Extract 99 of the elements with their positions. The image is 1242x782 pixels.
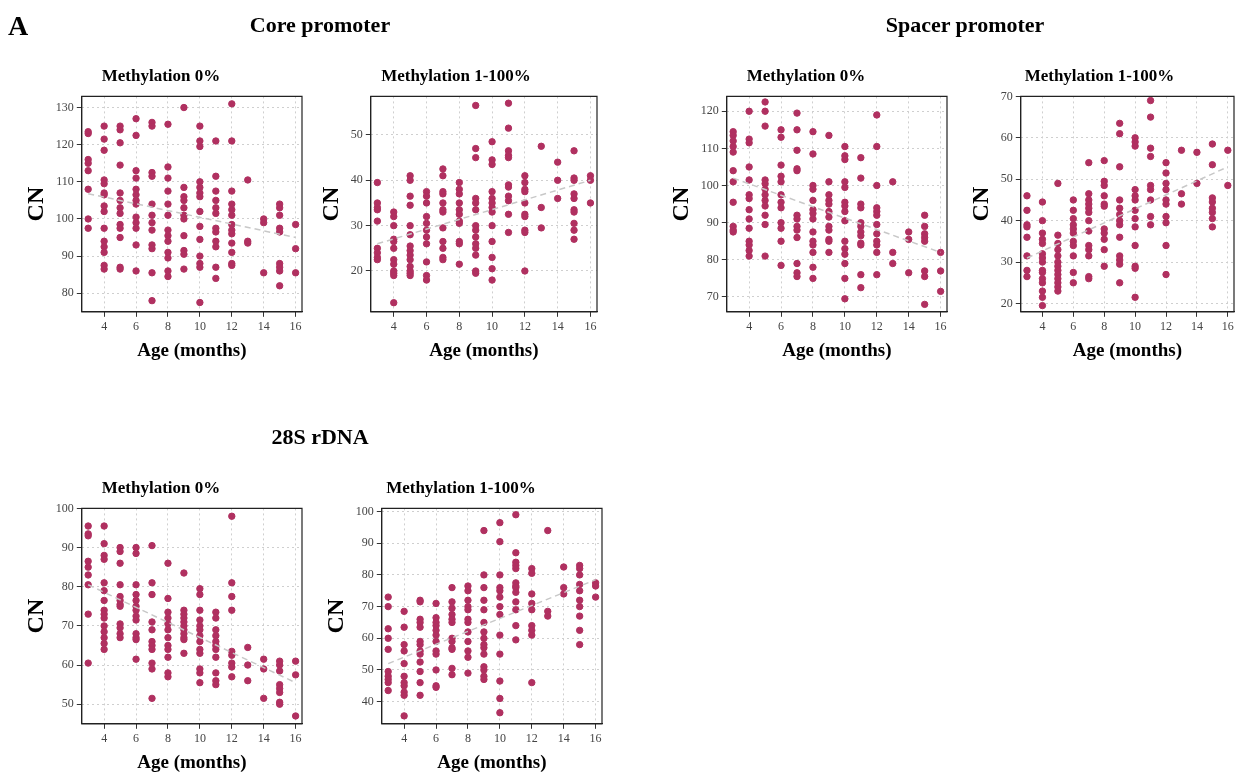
y-tick-label: 120 [55, 136, 74, 151]
x-axis-title: Age (months) [782, 338, 892, 361]
x-tick-label: 14 [557, 731, 570, 746]
y-tick-label: 100 [355, 503, 374, 518]
text: 28S rDNA [270, 424, 370, 450]
y-tick-label: 90 [706, 214, 719, 229]
y-axis-title: CN [316, 186, 343, 222]
y-tick-label: 80 [61, 578, 74, 593]
y-tick-label: 70 [1000, 88, 1013, 103]
x-tick-label: 8 [464, 731, 471, 746]
x-tick-label: 4 [746, 319, 753, 334]
x-tick-label: 12 [525, 731, 538, 746]
x-tick-label: 8 [164, 731, 171, 746]
x-axis-title: Age (months) [1072, 338, 1183, 361]
x-tick-label: 10 [193, 319, 206, 334]
y-tick-label: 90 [61, 539, 74, 554]
x-tick-label: 10 [838, 319, 851, 334]
y-tick-label: 130 [55, 99, 74, 114]
x-tick-label: 8 [1101, 319, 1108, 334]
chart-title: Methylation 1-100% [381, 65, 531, 85]
x-tick-label: 6 [133, 319, 140, 334]
y-tick-label: 70 [361, 598, 374, 613]
x-tick-label: 16 [289, 319, 302, 334]
chart-title: Methylation 1-100% [1024, 65, 1175, 85]
x-tick-label: 6 [778, 319, 785, 334]
y-tick-label: 50 [361, 662, 374, 677]
y-tick-label: 50 [1000, 171, 1013, 186]
y-tick-label: 70 [61, 618, 74, 633]
y-tick-label: 90 [61, 248, 74, 263]
x-tick-label: 8 [164, 319, 171, 334]
x-tick-label: 16 [934, 319, 947, 334]
y-tick-label: 90 [361, 535, 374, 550]
y-axis-title: CN [21, 186, 48, 222]
x-tick-label: 16 [589, 731, 602, 746]
y-tick-label: 50 [350, 127, 363, 142]
y-tick-label: 110 [56, 173, 74, 188]
y-tick-label: 80 [61, 285, 74, 300]
x-axis-title: Age (months) [137, 338, 247, 361]
y-tick-label: 40 [1000, 212, 1013, 227]
x-tick-label: 8 [809, 319, 816, 334]
x-tick-label: 14 [257, 731, 270, 746]
x-tick-label: 4 [390, 319, 397, 334]
x-tick-label: 10 [193, 731, 206, 746]
x-tick-label: 6 [1070, 319, 1077, 334]
y-tick-label: 60 [361, 630, 374, 645]
text: Spacer promoter [884, 12, 1046, 38]
x-axis-title: Age (months) [437, 750, 547, 773]
x-tick-label: 14 [551, 319, 564, 334]
x-tick-label: 12 [518, 319, 531, 334]
y-tick-label: 120 [700, 103, 719, 118]
y-tick-label: 50 [61, 696, 74, 711]
x-tick-label: 4 [401, 731, 408, 746]
y-tick-label: 100 [55, 500, 74, 515]
y-tick-label: 80 [361, 567, 374, 582]
chart-title: Methylation 0% [101, 65, 221, 85]
x-axis-title: Age (months) [429, 338, 539, 361]
y-tick-label: 110 [701, 140, 719, 155]
x-tick-label: 10 [493, 731, 506, 746]
y-tick-label: 60 [61, 657, 74, 672]
y-tick-label: 100 [700, 177, 719, 192]
y-tick-label: 20 [1000, 295, 1013, 310]
x-tick-label: 14 [902, 319, 915, 334]
text: Core promoter [249, 12, 391, 37]
x-tick-label: 14 [1190, 319, 1203, 334]
x-tick-label: 8 [456, 319, 463, 334]
y-axis-title: CN [666, 186, 693, 222]
text: A [8, 10, 29, 42]
x-tick-label: 6 [133, 731, 140, 746]
y-tick-label: 40 [361, 693, 374, 708]
x-tick-label: 16 [584, 319, 597, 334]
x-tick-label: 12 [870, 319, 883, 334]
y-tick-label: 20 [350, 263, 363, 278]
y-tick-label: 30 [1000, 254, 1013, 269]
x-tick-label: 6 [433, 731, 440, 746]
y-axis-title: CN [21, 598, 48, 634]
x-tick-label: 6 [423, 319, 430, 334]
y-tick-label: 100 [55, 211, 74, 226]
chart-title: Methylation 1-100% [386, 477, 536, 497]
y-tick-label: 60 [1000, 129, 1013, 144]
x-tick-label: 12 [1160, 319, 1173, 334]
x-tick-label: 12 [225, 731, 238, 746]
x-tick-label: 16 [1221, 319, 1234, 334]
x-tick-label: 16 [289, 731, 302, 746]
x-tick-label: 10 [486, 319, 499, 334]
y-axis-title: CN [321, 598, 348, 634]
y-tick-label: 40 [350, 172, 363, 187]
x-tick-label: 10 [1129, 319, 1142, 334]
x-tick-label: 12 [225, 319, 238, 334]
x-tick-label: 14 [257, 319, 270, 334]
y-axis-title: CN [966, 186, 993, 222]
x-axis-title: Age (months) [137, 750, 247, 773]
x-tick-label: 4 [101, 731, 108, 746]
x-tick-label: 4 [101, 319, 108, 334]
y-tick-label: 80 [706, 251, 719, 266]
chart-title: Methylation 0% [101, 477, 221, 497]
y-tick-label: 30 [350, 217, 363, 232]
y-tick-label: 70 [706, 289, 719, 304]
chart-title: Methylation 0% [746, 65, 866, 85]
x-tick-label: 4 [1039, 319, 1046, 334]
